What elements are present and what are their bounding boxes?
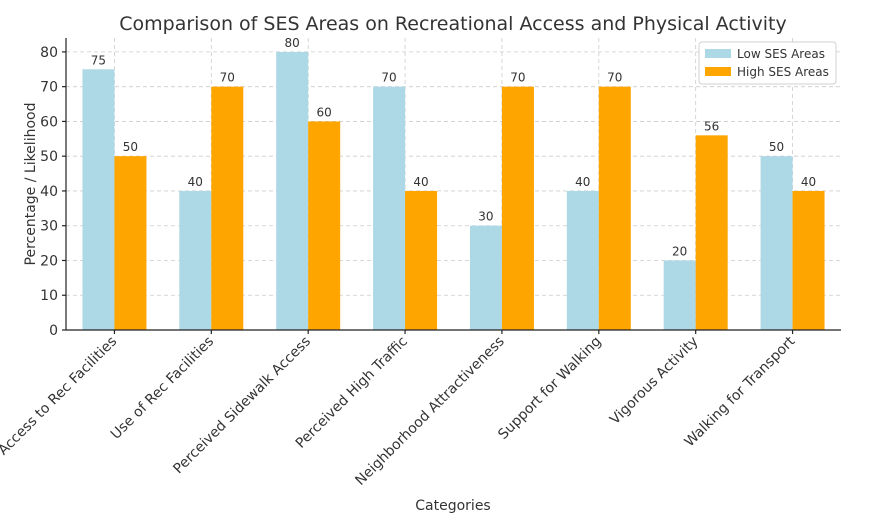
bar-low-ses (82, 69, 115, 331)
y-axis-label: Percentage / Likelihood (23, 103, 39, 266)
bar-value-label: 60 (317, 105, 332, 119)
x-tick-label: Perceived High Traffic (293, 334, 411, 452)
bar-value-label: 40 (575, 175, 590, 189)
y-tick-label: 60 (40, 114, 58, 130)
chart-title: Comparison of SES Areas on Recreational … (119, 13, 787, 35)
bar-high-ses (405, 190, 438, 330)
legend-box (698, 41, 837, 85)
x-tick-label: Access to Rec Facilities (0, 334, 120, 459)
legend-entry-label: High SES Areas (737, 65, 829, 79)
bar-low-ses (469, 225, 502, 330)
bar-high-ses (114, 156, 147, 330)
bar-high-ses (792, 190, 825, 330)
legend-entry-label: Low SES Areas (737, 47, 825, 61)
x-tick-label: Support for Walking (495, 334, 604, 443)
legend: Low SES Areas High SES Areas (698, 41, 837, 85)
bar-value-label: 40 (188, 175, 203, 189)
bar-value-label: 70 (220, 71, 235, 85)
bar-value-label: 20 (672, 244, 687, 258)
legend-swatch (705, 49, 731, 58)
bar-low-ses (179, 190, 212, 330)
bar-value-label: 40 (801, 175, 816, 189)
bar-high-ses (308, 121, 341, 330)
y-tick-label: 50 (40, 149, 58, 165)
bar-low-ses (373, 86, 406, 331)
bar-value-label: 70 (607, 71, 622, 85)
bar-value-label: 30 (478, 210, 493, 224)
bar-high-ses (211, 86, 244, 331)
x-tick-label: Walking for Transport (682, 333, 799, 450)
y-tick-label: 20 (40, 253, 58, 269)
data-labels: 75 50 40 70 80 60 70 40 30 70 40 70 20 56 50 40 (91, 36, 816, 259)
y-tick-label: 10 (40, 288, 58, 304)
y-tick-label: 40 (40, 184, 58, 200)
bar-value-label: 70 (510, 71, 525, 85)
y-tick-label: 30 (40, 219, 58, 235)
bar-low-ses (760, 156, 793, 330)
bar-high-ses (501, 86, 534, 331)
bar-value-label: 50 (769, 140, 784, 154)
bars (82, 51, 825, 331)
bar-value-label: 70 (381, 71, 396, 85)
bar-low-ses (276, 51, 309, 331)
bar-high-ses (598, 86, 631, 331)
bar-value-label: 75 (91, 53, 106, 67)
y-tick-label: 70 (40, 80, 58, 96)
bar-value-label: 56 (704, 119, 719, 133)
bar-high-ses (695, 135, 728, 330)
x-tick-label: Vigorous Activity (607, 334, 701, 428)
bar-value-label: 40 (413, 175, 428, 189)
y-tick-label: 80 (40, 45, 58, 61)
x-axis-label: Categories (415, 498, 490, 514)
x-tick-label: Use of Rec Facilities (108, 334, 217, 443)
legend-swatch (705, 67, 731, 76)
bar-value-label: 80 (285, 36, 300, 50)
bar-value-label: 50 (123, 140, 138, 154)
bar-low-ses (566, 190, 599, 330)
bar-low-ses (663, 260, 696, 330)
y-tick-label: 0 (49, 323, 58, 339)
